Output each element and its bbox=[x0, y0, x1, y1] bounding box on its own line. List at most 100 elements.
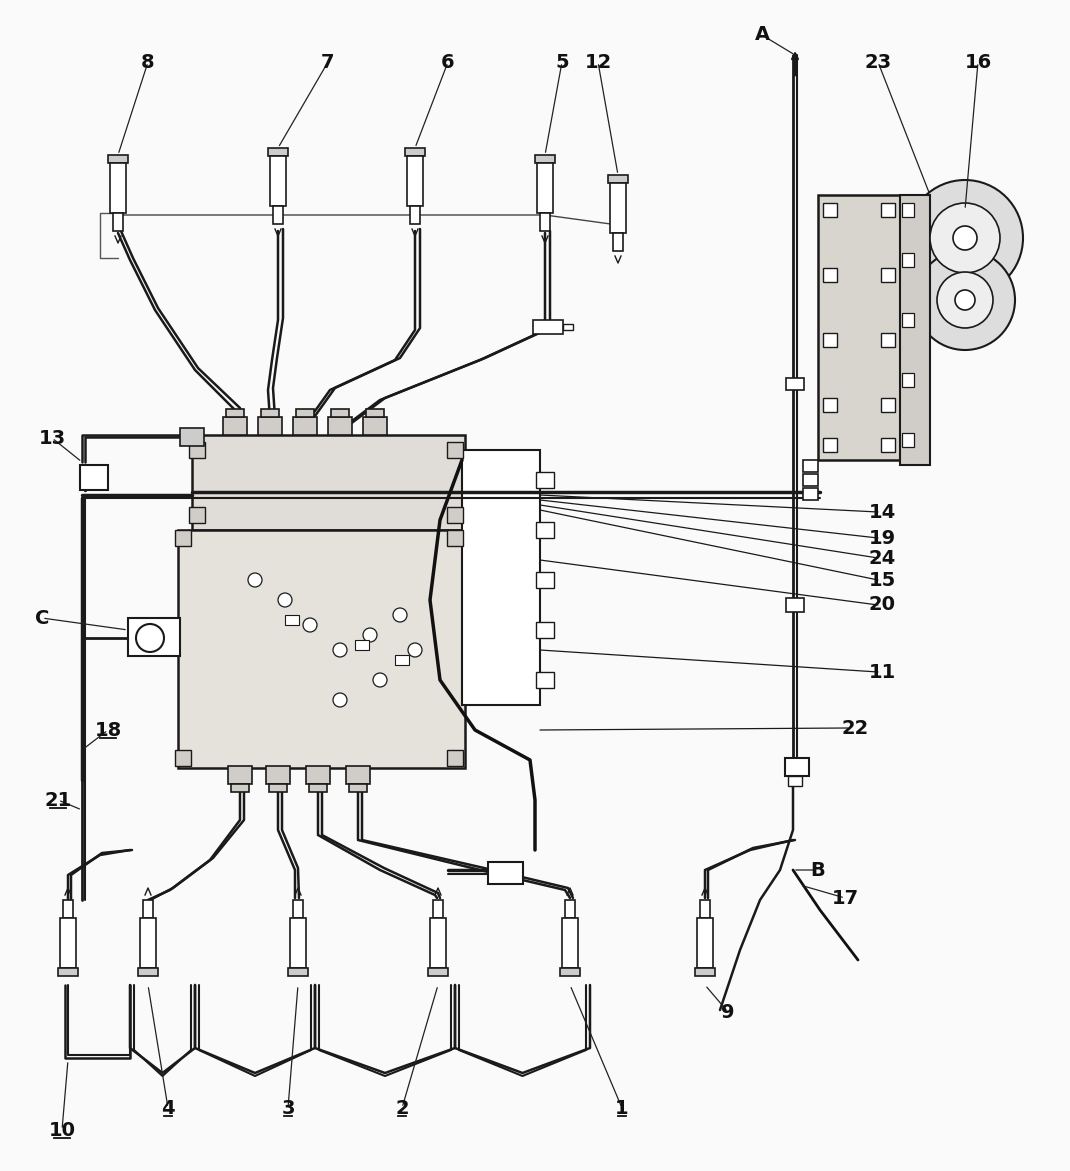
Bar bbox=[562, 918, 578, 968]
Text: 10: 10 bbox=[48, 1121, 76, 1139]
Bar bbox=[823, 438, 837, 452]
Bar bbox=[563, 324, 574, 330]
Bar bbox=[823, 203, 837, 217]
Bar bbox=[902, 433, 914, 447]
Text: 3: 3 bbox=[281, 1098, 294, 1117]
Text: 12: 12 bbox=[584, 53, 612, 71]
Bar bbox=[536, 571, 554, 588]
Text: 20: 20 bbox=[869, 596, 896, 615]
Circle shape bbox=[907, 180, 1023, 296]
Circle shape bbox=[393, 608, 407, 622]
Circle shape bbox=[408, 643, 422, 657]
Bar bbox=[293, 900, 303, 918]
Bar bbox=[537, 163, 553, 213]
Text: 7: 7 bbox=[321, 53, 335, 71]
Bar bbox=[138, 968, 158, 975]
Bar bbox=[536, 622, 554, 638]
Bar bbox=[447, 441, 463, 458]
Bar bbox=[175, 749, 192, 766]
Circle shape bbox=[333, 643, 347, 657]
Text: 19: 19 bbox=[869, 528, 896, 548]
Bar bbox=[108, 155, 128, 163]
Bar bbox=[328, 417, 352, 434]
Circle shape bbox=[303, 618, 317, 632]
Bar bbox=[63, 900, 73, 918]
Bar bbox=[902, 253, 914, 267]
Bar bbox=[565, 900, 575, 918]
Bar bbox=[80, 465, 108, 489]
Bar bbox=[309, 785, 327, 792]
Bar bbox=[817, 196, 900, 460]
Bar bbox=[488, 862, 523, 884]
Bar bbox=[331, 409, 349, 417]
Bar bbox=[428, 968, 448, 975]
Bar bbox=[223, 417, 247, 434]
Bar bbox=[395, 655, 409, 665]
Bar bbox=[540, 213, 550, 231]
Bar bbox=[462, 450, 540, 705]
Bar bbox=[270, 156, 286, 206]
Bar bbox=[128, 618, 180, 656]
Bar bbox=[261, 409, 279, 417]
Text: 11: 11 bbox=[869, 663, 896, 682]
Bar bbox=[410, 206, 421, 224]
Bar bbox=[258, 417, 282, 434]
Bar bbox=[60, 918, 76, 968]
Bar bbox=[881, 203, 895, 217]
Bar bbox=[407, 156, 423, 206]
Text: 8: 8 bbox=[141, 53, 155, 71]
Bar bbox=[823, 268, 837, 282]
Bar bbox=[266, 766, 290, 785]
Bar bbox=[786, 598, 804, 612]
Bar bbox=[430, 918, 446, 968]
Text: 17: 17 bbox=[831, 889, 858, 908]
Text: 24: 24 bbox=[869, 548, 896, 568]
Bar bbox=[697, 918, 713, 968]
Bar bbox=[226, 409, 244, 417]
Text: 6: 6 bbox=[441, 53, 455, 71]
Text: 18: 18 bbox=[94, 720, 122, 740]
Text: A: A bbox=[754, 26, 769, 44]
Bar bbox=[881, 268, 895, 282]
Bar bbox=[613, 233, 623, 251]
Circle shape bbox=[248, 573, 262, 587]
Circle shape bbox=[937, 272, 993, 328]
Circle shape bbox=[373, 673, 387, 687]
Bar bbox=[560, 968, 580, 975]
Bar bbox=[363, 417, 387, 434]
Bar bbox=[268, 148, 288, 156]
Circle shape bbox=[930, 203, 1000, 273]
Bar bbox=[902, 374, 914, 386]
Bar bbox=[285, 615, 299, 625]
Bar bbox=[696, 968, 715, 975]
Text: 21: 21 bbox=[44, 790, 72, 809]
Bar bbox=[306, 766, 330, 785]
Bar bbox=[881, 333, 895, 347]
Circle shape bbox=[953, 226, 977, 249]
Bar bbox=[228, 766, 253, 785]
Circle shape bbox=[956, 290, 975, 310]
Text: 1: 1 bbox=[615, 1098, 629, 1117]
Bar bbox=[349, 785, 367, 792]
Bar bbox=[447, 749, 463, 766]
Text: 23: 23 bbox=[865, 53, 891, 71]
Text: 13: 13 bbox=[39, 429, 65, 447]
Bar bbox=[433, 900, 443, 918]
Bar bbox=[189, 441, 205, 458]
Text: 22: 22 bbox=[841, 719, 869, 738]
Bar bbox=[288, 968, 308, 975]
Bar bbox=[447, 530, 463, 546]
Bar bbox=[823, 398, 837, 412]
Bar bbox=[902, 203, 914, 217]
Bar bbox=[802, 488, 817, 500]
Circle shape bbox=[278, 593, 292, 607]
Bar bbox=[346, 766, 370, 785]
Bar bbox=[178, 530, 465, 768]
Bar bbox=[536, 472, 554, 488]
Bar bbox=[902, 313, 914, 327]
Bar bbox=[110, 163, 126, 213]
Text: 9: 9 bbox=[721, 1002, 735, 1021]
Bar bbox=[447, 507, 463, 523]
Bar bbox=[802, 460, 817, 472]
Bar bbox=[788, 776, 802, 786]
